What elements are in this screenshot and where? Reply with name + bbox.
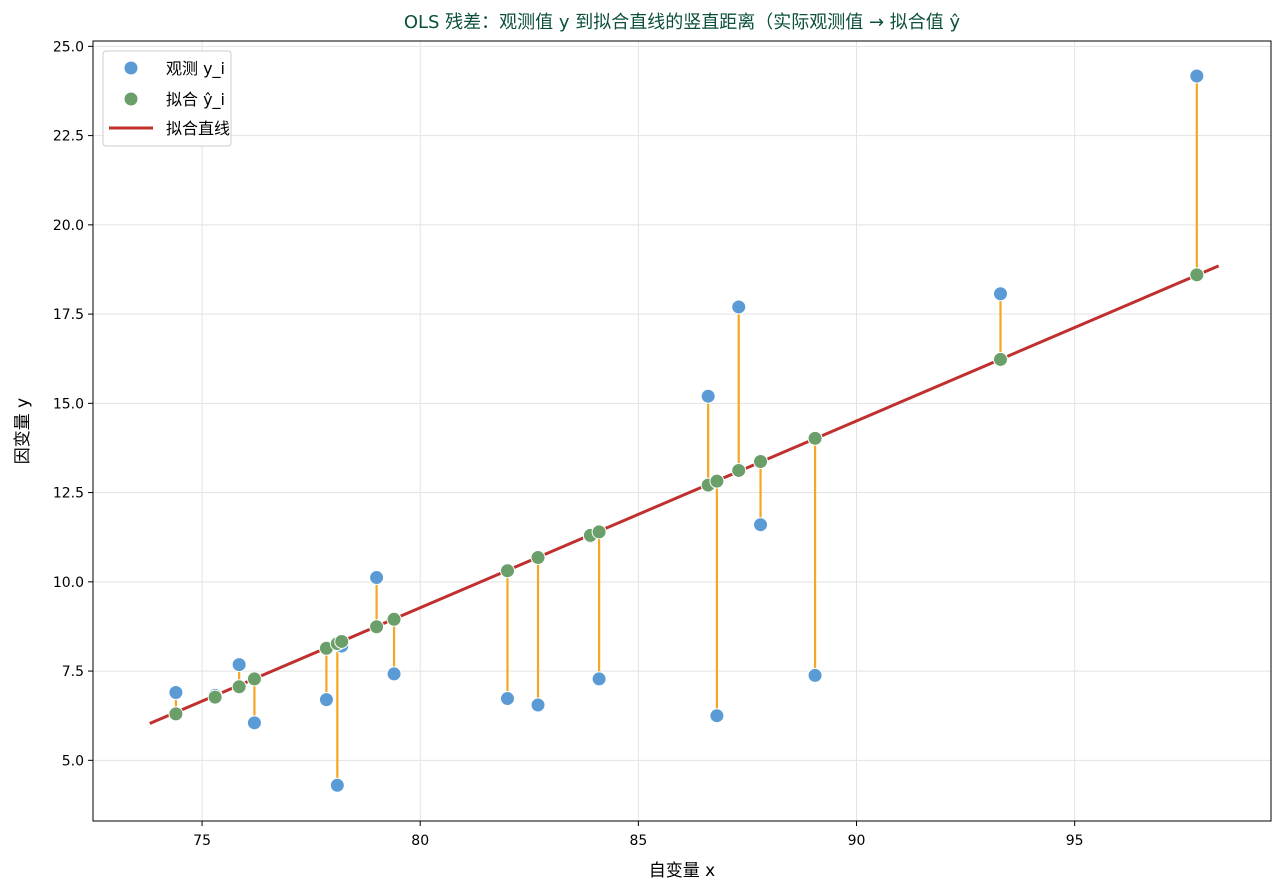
- observed-point: [591, 671, 607, 687]
- fitted-point: [709, 473, 725, 489]
- y-axis-ticks: 5.0 7.5 10.0 12.5 15.0 17.5 20.0 22.5 25.0: [53, 39, 93, 769]
- observed-point: [1189, 68, 1205, 84]
- y-tick-label: 22.5: [53, 129, 84, 145]
- legend-observed-marker: [123, 60, 139, 76]
- chart-title: OLS 残差：观测值 y 到拟合直线的竖直距离（实际观测值 → 拟合值 ŷ: [404, 12, 961, 33]
- observed-point: [329, 777, 345, 793]
- fitted-point: [992, 351, 1008, 367]
- observed-point: [231, 657, 247, 673]
- observed-point: [386, 666, 402, 682]
- y-tick-label: 7.5: [62, 664, 84, 680]
- y-tick-label: 17.5: [53, 307, 84, 323]
- observed-point: [246, 715, 262, 731]
- legend-fitted-marker: [123, 91, 139, 107]
- data-points: [168, 68, 1205, 793]
- fitted-point: [231, 679, 247, 695]
- x-tick-label: 80: [411, 833, 429, 849]
- fitted-point: [530, 550, 546, 566]
- observed-point: [168, 684, 184, 700]
- y-tick-label: 20.0: [53, 218, 84, 234]
- fitted-point: [207, 689, 223, 705]
- observed-point: [369, 570, 385, 586]
- observed-point: [709, 708, 725, 724]
- y-tick-label: 15.0: [53, 396, 84, 412]
- x-axis-label: 自变量 x: [649, 861, 715, 881]
- y-tick-label: 12.5: [53, 486, 84, 502]
- fitted-point: [1189, 267, 1205, 283]
- fitted-point: [246, 671, 262, 687]
- fitted-point: [807, 430, 823, 446]
- observed-point: [731, 299, 747, 315]
- fitted-point: [731, 462, 747, 478]
- legend-box: [102, 50, 232, 147]
- fitted-point: [753, 454, 769, 470]
- legend-observed-label: 观测 y_i: [166, 59, 225, 79]
- x-tick-label: 75: [193, 833, 211, 849]
- y-axis-label: 因变量 y: [13, 398, 33, 464]
- observed-point: [807, 667, 823, 683]
- fitted-point: [499, 563, 515, 579]
- observed-point: [753, 517, 769, 533]
- y-tick-label: 25.0: [53, 39, 84, 55]
- legend-fit-line-label: 拟合直线: [166, 119, 230, 138]
- fitted-point: [334, 633, 350, 649]
- legend-fitted-label: 拟合 ŷ_i: [166, 90, 225, 110]
- fitted-point: [369, 619, 385, 635]
- observed-point: [700, 388, 716, 404]
- fitted-point: [386, 611, 402, 627]
- y-tick-label: 10.0: [53, 575, 84, 591]
- observed-point: [992, 286, 1008, 302]
- y-tick-label: 5.0: [62, 753, 84, 769]
- observed-point: [530, 697, 546, 713]
- x-tick-label: 95: [1066, 833, 1084, 849]
- x-axis-ticks: 75 80 85 90 95: [193, 821, 1084, 849]
- fitted-point: [591, 524, 607, 540]
- grid-lines: [93, 41, 1271, 821]
- observed-point: [499, 691, 515, 707]
- legend: 观测 y_i 拟合 ŷ_i 拟合直线: [102, 50, 232, 147]
- residual-segments: [174, 75, 1198, 786]
- plot-frame: [92, 40, 1272, 822]
- fitted-point: [168, 706, 184, 722]
- observed-point: [318, 692, 334, 708]
- x-tick-label: 85: [629, 833, 647, 849]
- x-tick-label: 90: [848, 833, 866, 849]
